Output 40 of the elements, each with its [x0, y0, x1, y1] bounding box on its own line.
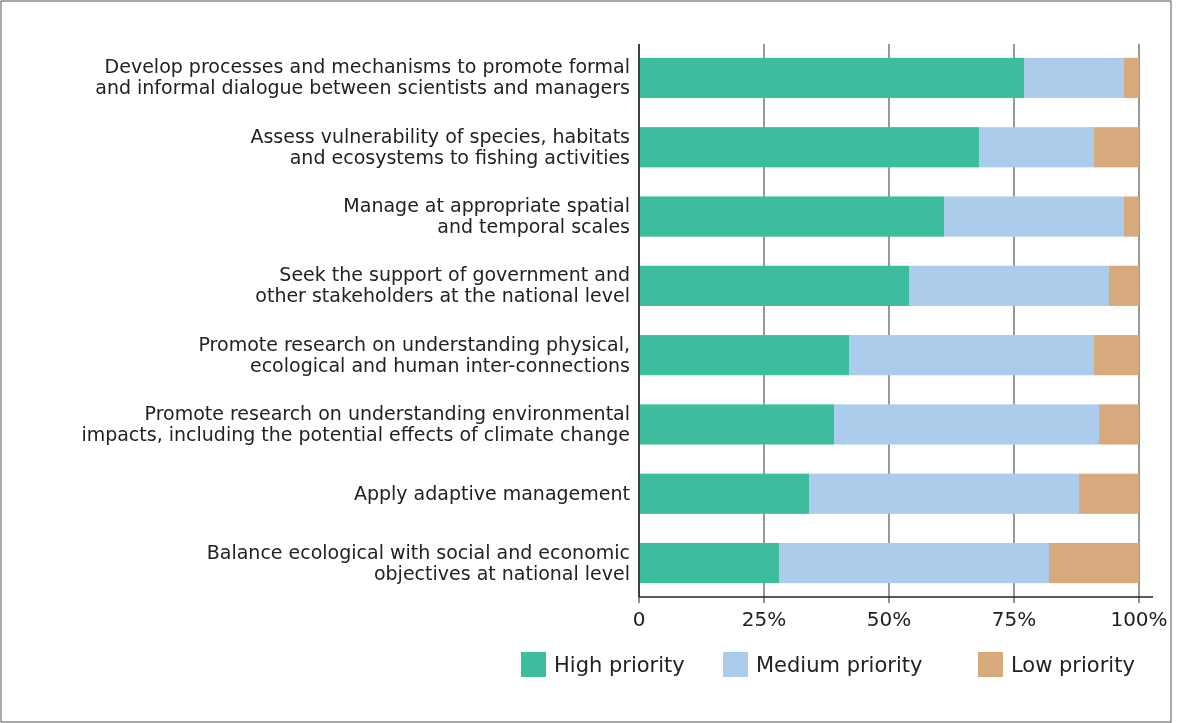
bar	[1079, 473, 1139, 514]
y-tick-label: Apply adaptive management	[353, 481, 630, 504]
y-tick-label: Assess vulnerability of species, habitats and ecosystems to fishing activities	[250, 124, 630, 168]
bar	[639, 542, 779, 584]
y-tick-label: Balance ecological with social and economic objectives at national level	[206, 540, 630, 584]
x-tick-label: 50%	[866, 607, 912, 631]
bar	[1024, 57, 1124, 99]
bar	[639, 196, 944, 237]
bar	[1124, 57, 1139, 99]
legend-label: High priority	[554, 653, 685, 677]
bar	[944, 196, 1124, 237]
y-tick-label: Promote research on understanding environmental impacts, including the potential effects of climate change	[81, 401, 630, 445]
bar	[639, 473, 809, 514]
bar	[1094, 127, 1139, 168]
y-tick-label: Develop processes and mechanisms to promote formal and informal dialogue between scientists and managers	[95, 55, 630, 99]
x-tick-label: 25%	[741, 607, 787, 631]
bar	[1124, 196, 1139, 237]
bar	[1099, 404, 1139, 445]
bar	[909, 265, 1109, 306]
legend-label: Medium priority	[756, 653, 923, 677]
bar	[1109, 265, 1139, 306]
y-tick-label: Seek the support of government and other stakeholders at the national level	[255, 263, 630, 307]
bar	[639, 265, 909, 306]
bar	[834, 404, 1099, 445]
legend-label: Low priority	[1011, 653, 1135, 677]
x-tick-label: 0	[632, 607, 646, 631]
bar	[779, 542, 1049, 584]
bar	[1049, 542, 1139, 584]
bar	[639, 127, 979, 168]
bar	[639, 335, 849, 376]
bar	[979, 127, 1094, 168]
x-tick-label: 100%	[1110, 607, 1168, 631]
bar	[1094, 335, 1139, 376]
bar	[639, 57, 1024, 99]
x-tick-label: 75%	[991, 607, 1037, 631]
bar	[809, 473, 1079, 514]
y-tick-label: Promote research on understanding physical, ecological and human inter-connections	[198, 332, 630, 376]
y-tick-label: Manage at appropriate spatial and temporal scales	[343, 194, 630, 238]
bar	[849, 335, 1094, 376]
bar	[639, 404, 834, 445]
